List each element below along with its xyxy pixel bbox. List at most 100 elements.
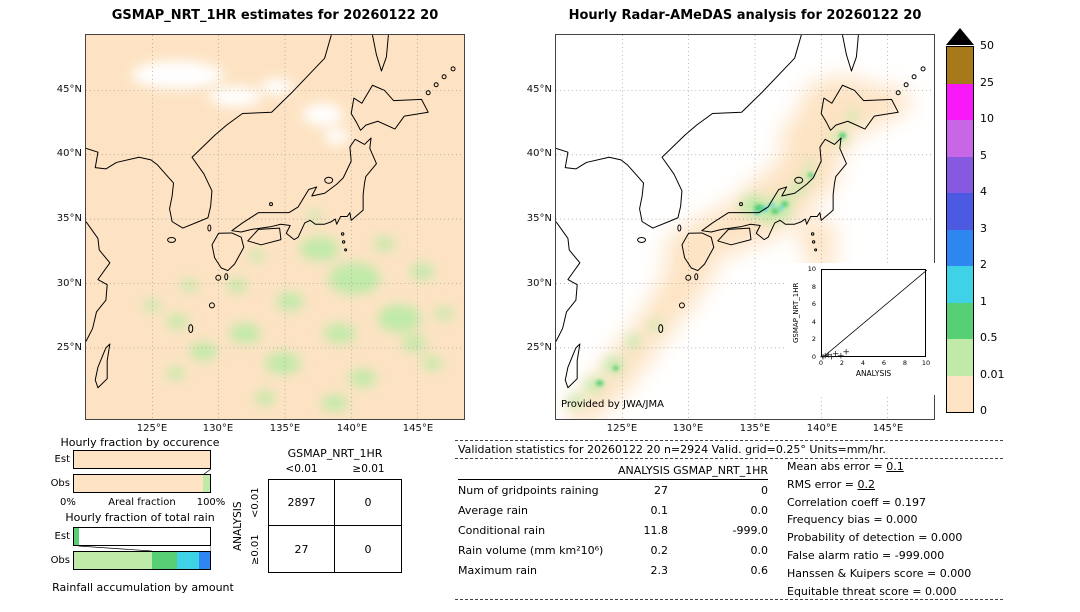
est-row-label: Est xyxy=(54,531,70,542)
areal-fraction-min: 0% xyxy=(60,497,76,508)
lon-tick: 135°E xyxy=(269,423,301,434)
metrics-list: Mean abs error = 0.1 RMS error = 0.2 Corre… xyxy=(787,458,971,600)
colorbar-label: 10 xyxy=(980,112,994,125)
colorbar-band xyxy=(947,229,973,266)
total-rain-obs-bar xyxy=(73,551,211,570)
contingency-cell: 27 xyxy=(269,526,335,572)
obs-row-label: Obs xyxy=(50,555,70,566)
metric-line: Hanssen & Kuipers score = 0.000 xyxy=(787,566,972,580)
right-map-title: Hourly Radar-AMeDAS analysis for 2026012… xyxy=(568,8,922,23)
lat-tick: 40°N xyxy=(526,148,552,159)
contingency-col-label: ≥0.01 xyxy=(352,463,385,475)
colorbar-label: 4 xyxy=(980,185,987,198)
contingency-col-label: <0.01 xyxy=(285,463,318,475)
one-to-one-line xyxy=(822,270,927,358)
bar-connector xyxy=(78,546,211,551)
colorbar-band xyxy=(947,156,973,193)
inset-tick-label: 10 xyxy=(807,265,816,273)
colorbar-band xyxy=(947,83,973,120)
contingency-row-label: <0.01 xyxy=(250,487,261,518)
metric-line: Probability of detection = 0.000 xyxy=(787,531,963,545)
scatter-point: + xyxy=(827,352,836,363)
lat-tick: 30°N xyxy=(526,278,552,289)
inset-tick-label: 4 xyxy=(860,359,866,367)
areal-fraction-label: Areal fraction xyxy=(108,497,176,508)
colorbar-band xyxy=(947,193,973,230)
lat-tick: 25°N xyxy=(526,342,552,353)
occurrence-chart-title: Hourly fraction by occurence xyxy=(60,436,220,449)
colorbar-band xyxy=(947,266,973,303)
lon-tick: 130°E xyxy=(202,423,234,434)
lat-tick: 40°N xyxy=(56,148,82,159)
inset-plot-area: + + + + + + + xyxy=(819,269,927,362)
metric-line: Mean abs error = 0.1 xyxy=(787,460,904,473)
inset-tick-label: 8 xyxy=(902,359,908,367)
areal-fraction-max: 100% xyxy=(196,497,226,508)
stats-row: Rain volume (mm km²10⁶) 0.2 0.0 xyxy=(458,543,768,557)
colorbar-label: 25 xyxy=(980,75,994,89)
colorbar-labels: 50 25 10 5 4 3 2 1 0.5 0.01 0 xyxy=(980,39,1022,417)
metric-line: False alarm ratio = -999.000 xyxy=(787,548,945,562)
scatter-point: + xyxy=(831,349,840,360)
contingency-cell: 0 xyxy=(364,542,372,556)
total-rain-chart-title: Hourly fraction of total rain xyxy=(65,511,215,524)
colorbar-label: 0.01 xyxy=(980,367,1005,381)
scatter-point: + xyxy=(837,351,845,362)
lon-tick: 145°E xyxy=(872,423,904,434)
divider xyxy=(455,599,1003,600)
lat-tick: 30°N xyxy=(56,278,82,289)
colorbar-overflow-triangle xyxy=(946,28,974,45)
stats-row: Conditional rain 11.8 -999.0 xyxy=(458,523,768,537)
inset-x-ticks: 0 2 4 6 8 10 xyxy=(818,359,930,368)
metric-line: Equitable threat score = 0.000 xyxy=(787,584,957,598)
map-credit: Provided by JWA/JMA xyxy=(561,399,664,410)
moderate-rain-spots xyxy=(595,132,846,387)
est-row-label: Est xyxy=(54,454,70,465)
metric-line: Frequency bias = 0.000 xyxy=(787,513,918,527)
scatter-point: + xyxy=(842,347,850,358)
stats-title: Validation statistics for 20260122 20 n=… xyxy=(458,443,886,456)
inset-tick-label: 2 xyxy=(839,359,845,367)
contingency-row-label: ≥0.01 xyxy=(250,534,261,565)
colorbar-band xyxy=(947,47,973,84)
total-rain-chart-footer: Rainfall accumulation by amount xyxy=(52,581,234,594)
lon-tick: 140°E xyxy=(806,423,838,434)
inset-tick-label: 0 xyxy=(818,359,824,367)
inset-y-axis-label: GSMAP_NRT_1HR xyxy=(792,282,800,344)
lat-tick: 25°N xyxy=(56,342,82,353)
rain-rate-colorbar xyxy=(946,46,974,413)
bar-segment xyxy=(177,552,200,569)
bar-segment xyxy=(151,552,178,569)
no-data-patches xyxy=(131,60,349,145)
occurrence-est-bar xyxy=(73,450,211,469)
gsmap-precip-field xyxy=(86,35,464,419)
inset-tick-label: 6 xyxy=(881,359,887,367)
contingency-cell: 0 xyxy=(335,480,401,526)
lat-tick: 45°N xyxy=(56,84,82,95)
colorbar-label: 5 xyxy=(980,148,987,162)
gsmap-map xyxy=(85,34,465,420)
lon-tick: 125°E xyxy=(136,423,168,434)
contingency-cell: 2897 xyxy=(269,480,335,526)
lon-tick: 145°E xyxy=(402,423,434,434)
stats-table-header: ANALYSIS GSMAP_NRT_1HR xyxy=(458,462,768,480)
inset-y-ticks: 0 2 4 6 8 10 xyxy=(805,265,818,361)
contingency-cells: 2897 0 27 0 xyxy=(268,479,402,573)
colorbar-label: 0 xyxy=(980,404,987,417)
contingency-col-group-label: GSMAP_NRT_1HR xyxy=(287,447,383,460)
lon-tick: 140°E xyxy=(336,423,368,434)
lon-tick: 125°E xyxy=(606,423,638,434)
stats-row: Average rain 0.1 0.0 xyxy=(458,503,768,517)
divider xyxy=(455,440,1003,441)
lat-tick: 45°N xyxy=(526,84,552,95)
bar-segment xyxy=(199,552,210,569)
colorbar-label: 1 xyxy=(980,294,987,308)
lon-tick: 130°E xyxy=(672,423,704,434)
colorbar-label: 50 xyxy=(980,39,994,52)
left-map-title: GSMAP_NRT_1HR estimates for 20260122 20 xyxy=(111,8,439,23)
colorbar-band xyxy=(947,302,973,339)
inset-tick-label: 6 xyxy=(811,300,816,309)
metric-line: Correlation coeff = 0.197 xyxy=(787,495,926,509)
inset-tick-label: 8 xyxy=(811,282,816,291)
